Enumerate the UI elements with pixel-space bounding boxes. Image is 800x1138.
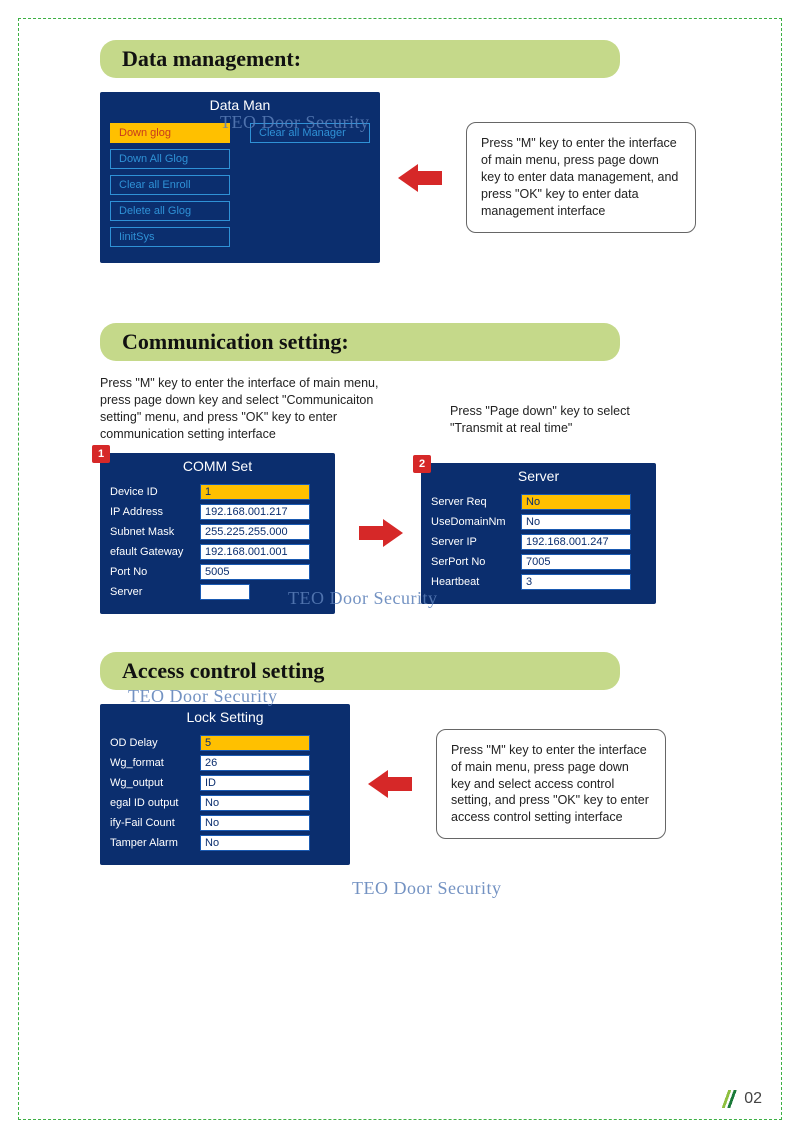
comm-label-1: IP Address	[110, 506, 200, 518]
comm-field-1: IP Address192.168.001.217	[110, 504, 325, 520]
arrow-right-icon	[353, 513, 403, 553]
lock-field-2: Wg_outputID	[110, 775, 340, 791]
srv-field-2: Server IP192.168.001.247	[431, 534, 646, 550]
srv-input-4[interactable]: 3	[521, 574, 631, 590]
heading-data-management: Data management:	[100, 40, 620, 78]
panel-body-comm: Device ID1 IP Address192.168.001.217 Sub…	[100, 478, 335, 614]
note-access-control: Press "M" key to enter the interface of …	[436, 729, 666, 839]
heading-communication: Communication setting:	[100, 323, 620, 361]
lock-input-0[interactable]: 5	[200, 735, 310, 751]
lock-field-1: Wg_format26	[110, 755, 340, 771]
comm-input-5[interactable]	[200, 584, 250, 600]
panel-wrap-server: 2 Server Server ReqNo UseDomainNmNo Serv…	[421, 463, 656, 604]
menu-clear-all-manager[interactable]: Clear all Manager	[250, 123, 370, 143]
panel-body-data-man: Down glog Down All Glog Clear all Enroll…	[100, 117, 380, 263]
panel-body-server: Server ReqNo UseDomainNmNo Server IP192.…	[421, 488, 656, 604]
lock-input-5[interactable]: No	[200, 835, 310, 851]
panel-title-lock: Lock Setting	[100, 704, 350, 729]
comm-input-1[interactable]: 192.168.001.217	[200, 504, 310, 520]
srv-label-4: Heartbeat	[431, 576, 521, 588]
panel-server: Server Server ReqNo UseDomainNmNo Server…	[421, 463, 656, 604]
srv-label-3: SerPort No	[431, 556, 521, 568]
srv-field-3: SerPort No7005	[431, 554, 646, 570]
arrow-left-icon	[398, 158, 448, 198]
srv-input-0[interactable]: No	[521, 494, 631, 510]
menu-down-all-glog[interactable]: Down All Glog	[110, 149, 230, 169]
comm-label-0: Device ID	[110, 486, 200, 498]
lock-label-1: Wg_format	[110, 757, 200, 769]
panel-title-data-man: Data Man	[100, 92, 380, 117]
comm-field-5: Server	[110, 584, 325, 600]
row-data-management: Data Man Down glog Down All Glog Clear a…	[100, 92, 760, 263]
comm-input-4[interactable]: 5005	[200, 564, 310, 580]
menu-delete-all-glog[interactable]: Delete all Glog	[110, 201, 230, 221]
comm-field-2: Subnet Mask255.225.255.000	[110, 524, 325, 540]
srv-label-1: UseDomainNm	[431, 516, 521, 528]
menu-col-left: Down glog Down All Glog Clear all Enroll…	[110, 123, 230, 253]
lock-input-1[interactable]: 26	[200, 755, 310, 771]
panel-lock-setting: Lock Setting OD Delay5 Wg_format26 Wg_ou…	[100, 704, 350, 865]
menu-clear-all-enroll[interactable]: Clear all Enroll	[110, 175, 230, 195]
lock-field-4: ify-Fail CountNo	[110, 815, 340, 831]
intro-comm-right: Press "Page down" key to select "Transmi…	[450, 403, 680, 437]
srv-input-1[interactable]: No	[521, 514, 631, 530]
panel-comm-set: COMM Set Device ID1 IP Address192.168.00…	[100, 453, 335, 614]
comm-label-4: Port No	[110, 566, 200, 578]
intro-comm-left: Press "M" key to enter the interface of …	[100, 375, 380, 443]
page-content: Data management: Data Man Down glog Down…	[40, 40, 760, 1098]
heading-access-control: Access control setting	[100, 652, 620, 690]
comm-label-3: efault Gateway	[110, 546, 200, 558]
comm-field-3: efault Gateway192.168.001.001	[110, 544, 325, 560]
panel-title-server: Server	[421, 463, 656, 488]
lock-input-3[interactable]: No	[200, 795, 310, 811]
page-number-text: 02	[744, 1090, 762, 1108]
lock-label-5: Tamper Alarm	[110, 837, 200, 849]
lock-label-2: Wg_output	[110, 777, 200, 789]
lock-label-0: OD Delay	[110, 737, 200, 749]
comm-input-0[interactable]: 1	[200, 484, 310, 500]
menu-down-glog[interactable]: Down glog	[110, 123, 230, 143]
srv-input-2[interactable]: 192.168.001.247	[521, 534, 631, 550]
comm-field-4: Port No5005	[110, 564, 325, 580]
panel-body-lock: OD Delay5 Wg_format26 Wg_outputID egal I…	[100, 729, 350, 865]
comm-input-2[interactable]: 255.225.255.000	[200, 524, 310, 540]
section-communication: Communication setting: Press "M" key to …	[100, 323, 760, 614]
comm-field-0: Device ID1	[110, 484, 325, 500]
note-data-management: Press "M" key to enter the interface of …	[466, 122, 696, 232]
lock-label-3: egal ID output	[110, 797, 200, 809]
lock-field-3: egal ID outputNo	[110, 795, 340, 811]
srv-field-1: UseDomainNmNo	[431, 514, 646, 530]
comm-label-2: Subnet Mask	[110, 526, 200, 538]
arrow-left-icon-2	[368, 764, 418, 804]
lock-field-0: OD Delay5	[110, 735, 340, 751]
panel-data-man: Data Man Down glog Down All Glog Clear a…	[100, 92, 380, 263]
lock-field-5: Tamper AlarmNo	[110, 835, 340, 851]
badge-2: 2	[413, 455, 431, 473]
section-access-control: Access control setting Lock Setting OD D…	[100, 652, 760, 865]
page-slash-icon	[716, 1090, 740, 1108]
srv-field-0: Server ReqNo	[431, 494, 646, 510]
panel-wrap-comm: 1 COMM Set Device ID1 IP Address192.168.…	[100, 453, 335, 614]
badge-1: 1	[92, 445, 110, 463]
menu-col-right: Clear all Manager	[250, 123, 370, 253]
lock-input-4[interactable]: No	[200, 815, 310, 831]
comm-input-3[interactable]: 192.168.001.001	[200, 544, 310, 560]
row-access-control: Lock Setting OD Delay5 Wg_format26 Wg_ou…	[100, 704, 760, 865]
panel-title-comm: COMM Set	[100, 453, 335, 478]
row-comm-panels: 1 COMM Set Device ID1 IP Address192.168.…	[100, 453, 760, 614]
srv-label-0: Server Req	[431, 496, 521, 508]
lock-input-2[interactable]: ID	[200, 775, 310, 791]
page-number: 02	[716, 1090, 762, 1108]
comm-label-5: Server	[110, 586, 200, 598]
row-comm-intro: Press "M" key to enter the interface of …	[100, 375, 760, 453]
section-data-management: Data management: Data Man Down glog Down…	[100, 40, 760, 263]
menu-initsys[interactable]: IinitSys	[110, 227, 230, 247]
srv-field-4: Heartbeat3	[431, 574, 646, 590]
srv-input-3[interactable]: 7005	[521, 554, 631, 570]
srv-label-2: Server IP	[431, 536, 521, 548]
lock-label-4: ify-Fail Count	[110, 817, 200, 829]
